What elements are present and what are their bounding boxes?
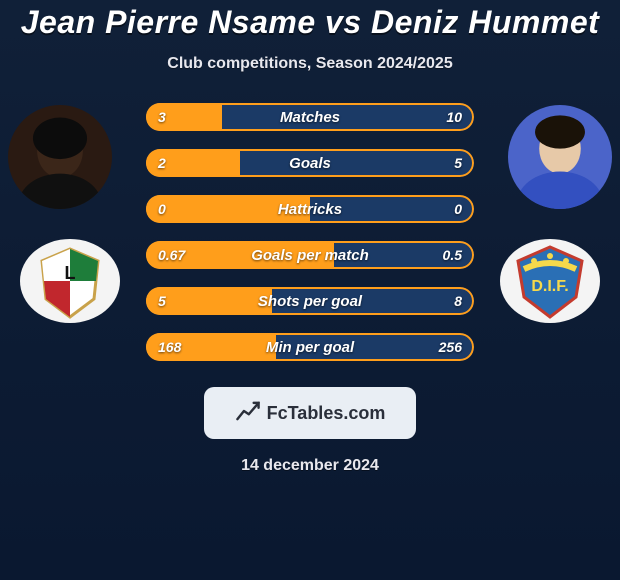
bar-right-value: 5 [454,149,462,177]
club-right-crest: D.I.F. [500,239,600,323]
page-title: Jean Pierre Nsame vs Deniz Hummet [21,4,600,41]
bar-right-value: 8 [454,287,462,315]
date-text: 14 december 2024 [241,457,379,475]
watermark-text: FcTables.com [267,403,386,424]
bar-right-fill [222,103,474,131]
bar-right-value: 10 [446,103,462,131]
svg-text:D.I.F.: D.I.F. [531,278,568,295]
page-subtitle: Club competitions, Season 2024/2025 [167,55,452,73]
bar-right-fill [272,287,474,315]
bar-left-value: 168 [158,333,181,361]
stat-bar: 3 10 Matches [146,103,474,131]
chart-icon [235,398,261,429]
bar-left-value: 2 [158,149,166,177]
bar-left-value: 3 [158,103,166,131]
stat-bar: 0 0 Hattricks [146,195,474,223]
comparison-card: Jean Pierre Nsame vs Deniz Hummet Club c… [0,0,620,580]
stat-bars: 3 10 Matches 2 5 Goals 0 0 Hattricks 0.6… [146,103,474,361]
watermark: FcTables.com [204,387,416,439]
bar-left-fill [146,195,310,223]
bar-left-value: 0.67 [158,241,185,269]
stat-bar: 0.67 0.5 Goals per match [146,241,474,269]
svg-text:L: L [65,263,76,283]
club-left-crest: L [20,239,120,323]
bar-right-value: 256 [439,333,462,361]
bar-right-value: 0 [454,195,462,223]
player-left-avatar [8,105,112,209]
stat-bar: 2 5 Goals [146,149,474,177]
stat-bar: 5 8 Shots per goal [146,287,474,315]
stage: L D.I.F. 3 10 Matches 2 5 Goals [0,103,620,361]
bar-right-value: 0.5 [443,241,462,269]
stat-bar: 168 256 Min per goal [146,333,474,361]
bar-left-value: 0 [158,195,166,223]
bar-left-value: 5 [158,287,166,315]
bar-right-fill [310,195,474,223]
player-right-avatar [508,105,612,209]
bar-right-fill [240,149,474,177]
